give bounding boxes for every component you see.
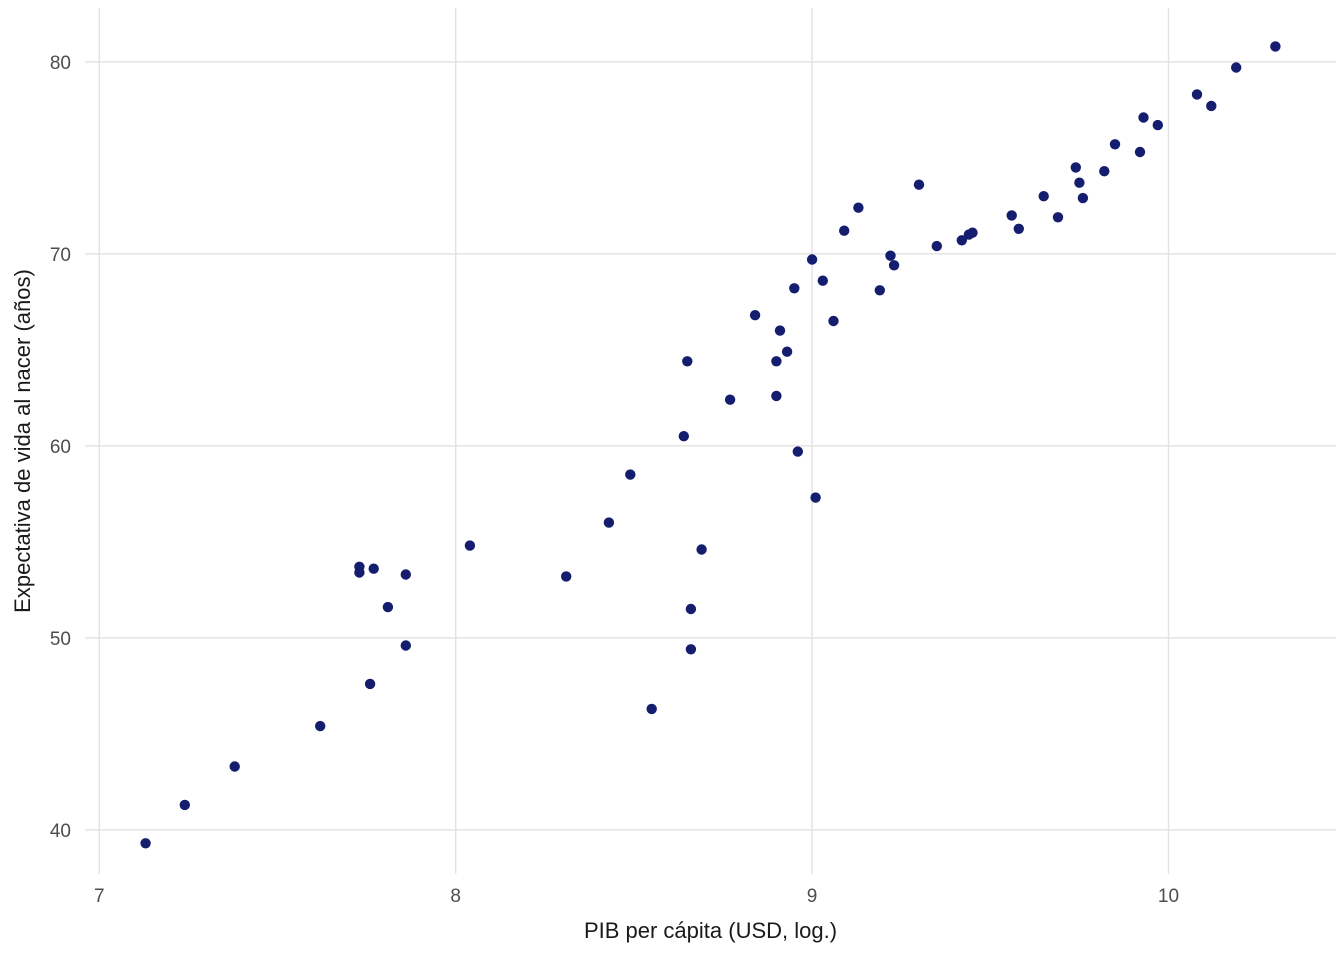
data-point: [625, 469, 636, 480]
data-point: [179, 799, 190, 811]
data-point: [1152, 119, 1164, 131]
data-point: [771, 356, 782, 367]
data-point: [839, 225, 850, 236]
y-tick-label: 60: [50, 437, 71, 458]
x-tick-label: 8: [450, 886, 461, 907]
data-point: [1231, 62, 1242, 73]
y-tick-label: 80: [50, 53, 71, 74]
data-point: [315, 720, 326, 732]
data-point: [885, 250, 896, 261]
data-point: [1074, 177, 1085, 188]
x-tick-label: 10: [1158, 886, 1179, 907]
data-point: [561, 571, 572, 582]
x-tick-label: 9: [807, 886, 818, 907]
data-point: [603, 517, 615, 528]
data-point: [682, 356, 693, 367]
data-point: [400, 569, 411, 580]
x-tick-label: 7: [94, 886, 105, 907]
data-point: [789, 283, 800, 294]
y-axis-tick-labels: 40 50 60 70 80: [50, 53, 71, 842]
data-point: [1038, 191, 1049, 202]
y-tick-label: 50: [50, 629, 71, 650]
data-point: [382, 601, 394, 613]
data-point: [781, 346, 793, 357]
data-point: [678, 431, 689, 442]
data-point: [696, 544, 707, 555]
data-point: [724, 394, 736, 405]
data-point: [931, 240, 942, 252]
gridlines: [85, 8, 1336, 874]
data-point: [774, 325, 786, 336]
data-point: [956, 235, 967, 246]
data-point: [1206, 100, 1217, 112]
data-point: [364, 678, 376, 690]
data-point: [685, 644, 697, 655]
y-tick-label: 70: [50, 245, 71, 266]
data-point: [1191, 89, 1203, 100]
x-axis-title: PIB per cápita (USD, log.): [584, 918, 837, 943]
data-point: [1052, 212, 1064, 223]
data-point: [1109, 139, 1121, 150]
data-point: [771, 390, 782, 402]
data-point: [1006, 210, 1017, 221]
y-tick-label: 40: [50, 821, 71, 842]
data-point: [646, 703, 657, 715]
data-point: [368, 563, 379, 574]
data-point: [1270, 41, 1281, 52]
data-point: [1138, 112, 1149, 123]
data-point: [817, 275, 828, 286]
data-point: [1099, 166, 1110, 177]
data-point: [806, 254, 818, 265]
data-point: [874, 285, 885, 296]
data-point: [749, 310, 761, 321]
data-point: [810, 492, 821, 503]
y-axis-title: Expectativa de vida al nacer (años): [10, 269, 35, 613]
data-point: [1070, 162, 1082, 173]
data-point: [792, 446, 803, 457]
data-point: [685, 603, 697, 615]
data-point: [1134, 146, 1146, 158]
data-point: [140, 838, 151, 849]
data-point: [229, 761, 240, 772]
x-axis-tick-labels: 7 8 9 10: [94, 886, 1179, 907]
data-point: [888, 260, 900, 271]
data-point: [400, 640, 411, 651]
data-point: [853, 202, 864, 213]
data-point: [1077, 192, 1089, 204]
data-point: [967, 227, 978, 238]
data-point: [354, 561, 365, 572]
data-point: [464, 540, 476, 551]
data-points: [140, 41, 1281, 849]
data-point: [913, 179, 925, 190]
data-point: [828, 315, 839, 327]
data-point: [1013, 223, 1024, 234]
